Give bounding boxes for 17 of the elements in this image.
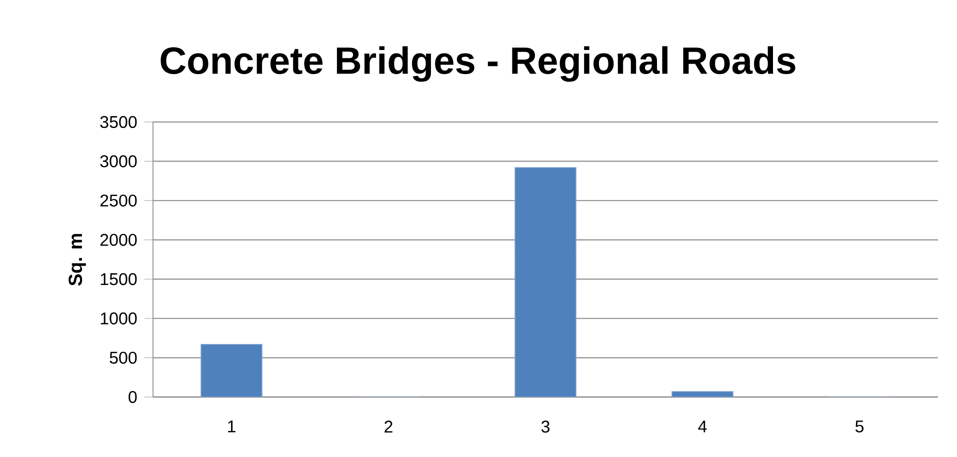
y-tick-label: 0 bbox=[128, 390, 137, 404]
y-tick-label: 2500 bbox=[100, 194, 137, 207]
y-tick-label: 500 bbox=[110, 352, 137, 364]
x-tick-label: 3 bbox=[541, 420, 550, 433]
x-tick-label: 1 bbox=[228, 420, 236, 432]
x-tick-label: 4 bbox=[698, 420, 707, 432]
y-tick-label: 2000 bbox=[100, 234, 137, 246]
y-tick-label: 3500 bbox=[100, 116, 137, 128]
bar bbox=[200, 344, 262, 397]
y-tick-label: 1000 bbox=[100, 312, 137, 324]
x-tick-label: 2 bbox=[384, 420, 392, 432]
chart-title: Concrete Bridges - Regional Roads bbox=[160, 46, 796, 82]
y-tick-label: 1500 bbox=[100, 273, 137, 286]
bar bbox=[514, 167, 576, 397]
y-axis-title: Sq. m bbox=[68, 234, 86, 286]
x-tick-label: 5 bbox=[855, 420, 864, 432]
y-tick-label: 3000 bbox=[100, 155, 137, 168]
